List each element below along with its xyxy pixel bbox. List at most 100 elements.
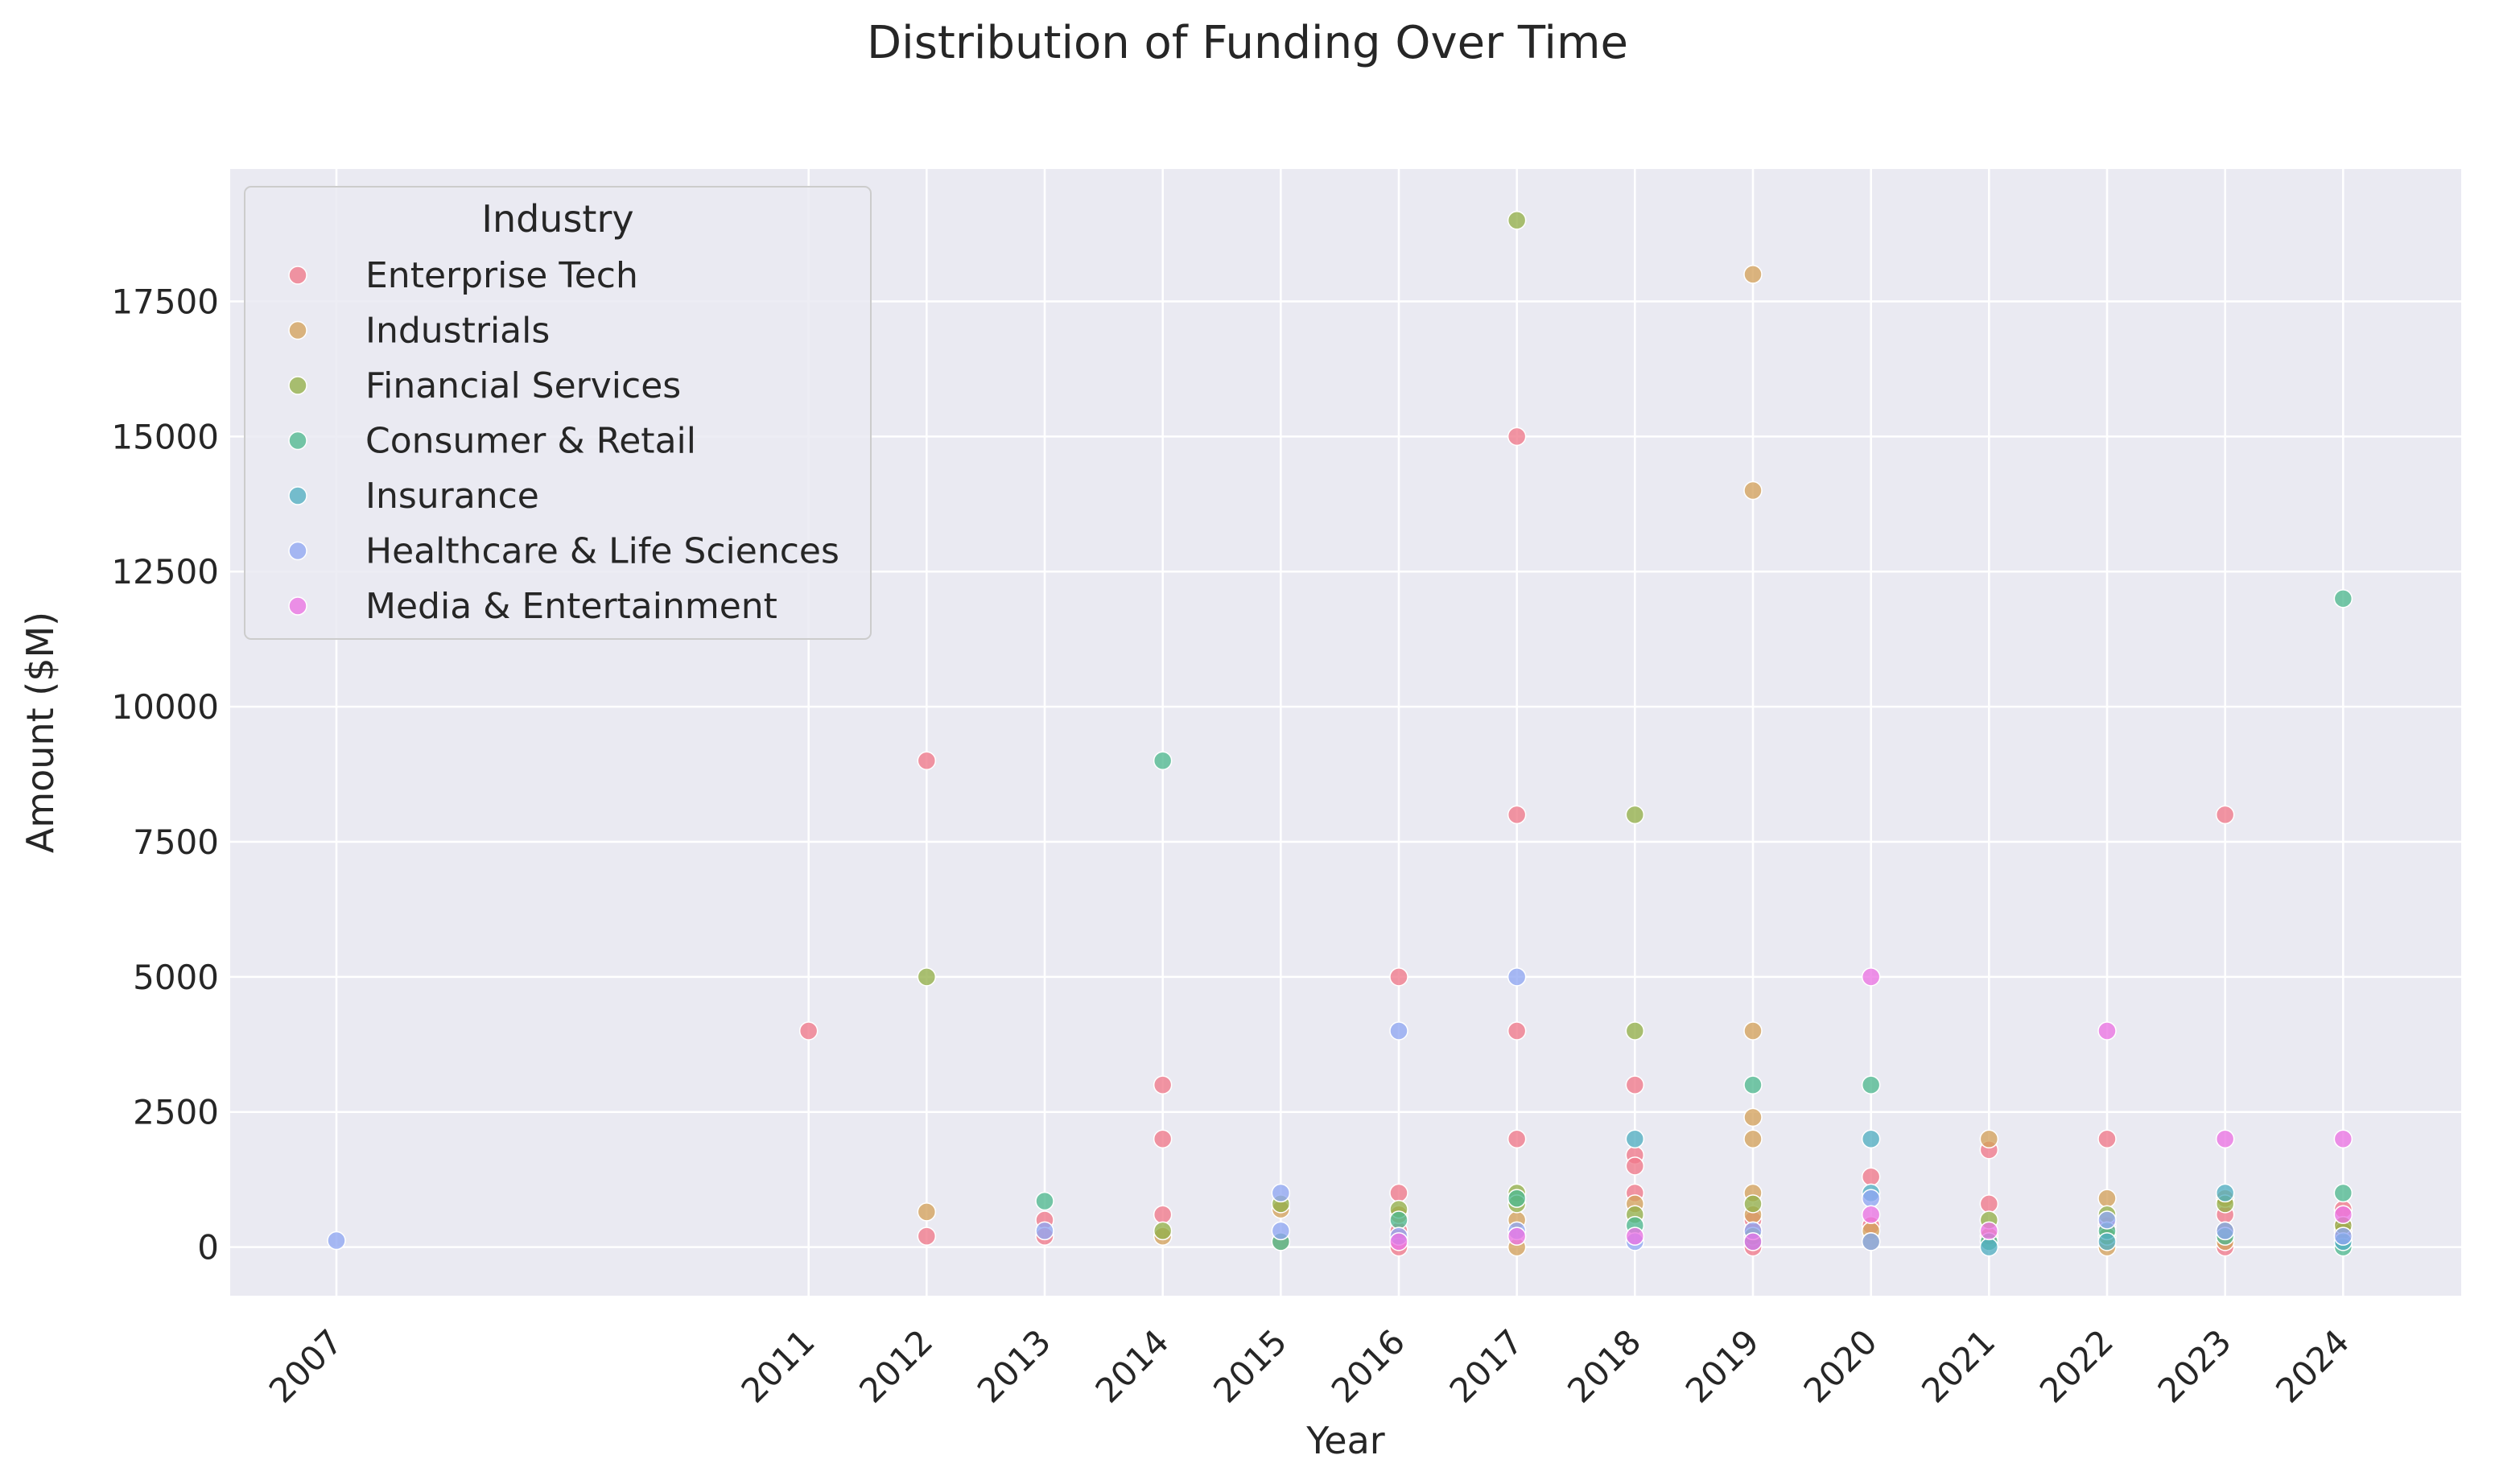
point-healthcare-life-sciences	[2215, 1221, 2235, 1241]
x-tick-label: 2015	[1206, 1321, 1294, 1410]
legend-marker	[288, 320, 307, 340]
point-enterprise-tech	[1861, 1167, 1881, 1187]
point-consumer-retail	[2333, 589, 2353, 608]
point-healthcare-life-sciences	[2097, 1210, 2117, 1230]
x-tick-label: 2020	[1796, 1321, 1885, 1410]
point-consumer-retail	[2333, 1183, 2353, 1203]
point-financial-services	[1507, 211, 1527, 230]
point-enterprise-tech	[798, 1021, 819, 1041]
legend-box	[244, 186, 872, 640]
point-financial-services	[1625, 805, 1645, 825]
x-tick-label: 2011	[734, 1321, 823, 1410]
x-tick-label: 2007	[262, 1321, 350, 1410]
y-tick-label: 12500	[111, 552, 219, 592]
legend-marker	[288, 596, 307, 616]
legend-item-insurance: Insurance	[288, 476, 539, 517]
legend-item-industrials: Industrials	[288, 311, 550, 352]
x-tick-label: 2023	[2151, 1321, 2239, 1410]
y-tick-label: 7500	[133, 822, 219, 862]
point-enterprise-tech	[1389, 1183, 1408, 1203]
point-enterprise-tech	[1153, 1129, 1173, 1149]
point-enterprise-tech	[1979, 1194, 1999, 1214]
point-healthcare-life-sciences	[1271, 1221, 1291, 1241]
legend-marker	[288, 541, 307, 561]
point-industrials	[917, 1202, 937, 1222]
point-enterprise-tech	[1389, 967, 1408, 987]
point-media-entertainment	[1979, 1221, 1999, 1241]
x-tick-label: 2013	[970, 1321, 1058, 1410]
y-tick-labels: 0 2500 5000 7500 10000 12500 15000 17500	[111, 282, 219, 1268]
point-healthcare-life-sciences	[1271, 1183, 1291, 1203]
legend-title: Industry	[481, 197, 633, 241]
point-media-entertainment	[2215, 1129, 2235, 1149]
y-tick-label: 2500	[133, 1093, 219, 1132]
point-consumer-retail	[1507, 1189, 1527, 1208]
legend-marker	[288, 486, 307, 505]
x-tick-label: 2014	[1088, 1321, 1177, 1410]
point-enterprise-tech	[1153, 1205, 1173, 1225]
x-axis-title: Year	[1305, 1419, 1384, 1462]
point-financial-services	[1625, 1021, 1645, 1041]
y-tick-label: 10000	[111, 687, 219, 727]
point-media-entertainment	[2333, 1129, 2353, 1149]
legend-label: Enterprise Tech	[365, 255, 638, 296]
point-media-entertainment	[2097, 1021, 2117, 1041]
legend-item-media-entertainment: Media & Entertainment	[288, 586, 777, 627]
legend-label: Media & Entertainment	[365, 586, 777, 627]
legend-label: Healthcare & Life Sciences	[365, 531, 839, 572]
legend-label: Insurance	[365, 476, 539, 517]
legend-item-healthcare-life-sciences: Healthcare & Life Sciences	[288, 531, 839, 572]
data-points	[327, 211, 2353, 1257]
point-consumer-retail	[1861, 1075, 1881, 1094]
point-enterprise-tech	[1625, 1075, 1645, 1094]
point-media-entertainment	[1861, 1205, 1881, 1225]
point-insurance	[1979, 1237, 1999, 1257]
point-consumer-retail	[1035, 1191, 1054, 1211]
point-enterprise-tech	[1507, 1021, 1527, 1041]
point-enterprise-tech	[917, 751, 937, 771]
point-enterprise-tech	[2215, 805, 2235, 825]
point-media-entertainment	[1625, 1226, 1645, 1246]
point-insurance	[1861, 1129, 1881, 1149]
point-consumer-retail	[1743, 1075, 1763, 1094]
point-insurance	[2097, 1232, 2117, 1251]
point-industrials	[1743, 1107, 1763, 1127]
point-industrials	[1743, 265, 1763, 284]
point-insurance	[1625, 1129, 1645, 1149]
point-media-entertainment	[1507, 1226, 1527, 1246]
x-tick-label: 2019	[1678, 1321, 1767, 1410]
legend-marker	[288, 376, 307, 395]
point-financial-services	[1743, 1194, 1763, 1214]
x-tick-label: 2024	[2268, 1321, 2357, 1410]
point-healthcare-life-sciences	[1035, 1221, 1054, 1241]
point-enterprise-tech	[1507, 1129, 1527, 1149]
legend-items: Enterprise Tech Industrials Financial Serv…	[288, 255, 839, 627]
point-enterprise-tech	[917, 1226, 937, 1246]
point-healthcare-life-sciences	[1861, 1232, 1881, 1251]
legend-label: Consumer & Retail	[365, 421, 696, 462]
point-healthcare-life-sciences	[327, 1230, 346, 1251]
x-tick-label: 2012	[852, 1321, 940, 1410]
x-tick-label: 2022	[2032, 1321, 2121, 1410]
x-tick-label: 2018	[1560, 1321, 1648, 1410]
point-industrials	[1743, 1129, 1763, 1149]
legend-marker	[288, 431, 307, 451]
point-healthcare-life-sciences	[1507, 967, 1527, 987]
y-axis-title: Amount ($M)	[19, 612, 62, 853]
point-enterprise-tech	[1507, 805, 1527, 825]
legend-label: Industrials	[365, 311, 550, 352]
point-enterprise-tech	[2097, 1129, 2117, 1149]
x-tick-label: 2016	[1324, 1321, 1412, 1410]
point-healthcare-life-sciences	[2333, 1226, 2353, 1246]
point-industrials	[1743, 480, 1763, 501]
chart-title: Distribution of Funding Over Time	[867, 17, 1628, 69]
point-industrials	[2097, 1189, 2117, 1208]
point-healthcare-life-sciences	[1389, 1021, 1408, 1041]
legend-label: Financial Services	[365, 365, 681, 406]
y-tick-label: 17500	[111, 282, 219, 322]
point-financial-services	[1153, 1221, 1173, 1241]
legend-item-financial-services: Financial Services	[288, 365, 681, 406]
x-tick-label: 2021	[1914, 1321, 2002, 1410]
point-enterprise-tech	[1625, 1156, 1645, 1176]
